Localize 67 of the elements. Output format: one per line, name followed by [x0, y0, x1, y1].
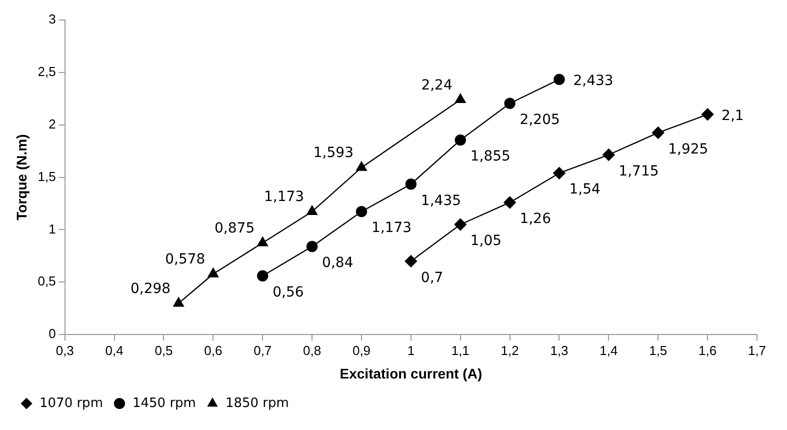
data-label: 1,173: [372, 220, 412, 236]
point: [257, 236, 268, 246]
data-label: 1,26: [520, 211, 552, 228]
x-tick-label: 0,4: [105, 342, 124, 358]
y-tick-label: 0: [48, 326, 56, 342]
point: [504, 98, 516, 109]
data-label: 2,205: [520, 112, 560, 128]
point: [356, 206, 368, 218]
data-label: 1,715: [618, 163, 659, 180]
data-label: 1,855: [470, 148, 510, 165]
x-tick-label: 1,6: [698, 342, 717, 358]
point: [356, 161, 367, 171]
point: [553, 167, 566, 180]
point: [173, 297, 184, 307]
x-tick-label: 1,7: [748, 342, 766, 358]
point: [454, 218, 466, 231]
y-tick-label: 2: [48, 116, 56, 132]
y-tick-label: 1: [48, 221, 56, 236]
point: [455, 94, 466, 104]
point: [701, 108, 714, 120]
data-label: 2,24: [421, 77, 452, 94]
data-label: 2,1: [722, 108, 744, 124]
legend-label: 1850 rpm: [225, 396, 289, 411]
x-tick-label: 0,3: [56, 342, 74, 358]
data-label: 1,593: [313, 145, 354, 162]
x-tick-label: 0,5: [154, 342, 173, 358]
x-tick-label: 1,4: [600, 342, 618, 358]
y-tick-label: 3: [48, 12, 56, 27]
point: [306, 240, 318, 252]
point: [554, 74, 565, 86]
data-label: 1,05: [470, 233, 502, 250]
data-label: 0,84: [322, 255, 354, 272]
x-tick-label: 1,3: [550, 342, 568, 358]
point: [602, 148, 615, 161]
legend-label: 1450 rpm: [132, 396, 196, 411]
point: [208, 268, 219, 278]
point: [504, 196, 516, 209]
point: [454, 134, 466, 146]
x-tick-label: 1,1: [451, 342, 470, 358]
x-tick-label: 0,6: [204, 342, 222, 358]
data-label: 2,433: [573, 73, 614, 90]
y-tick-label: 2,5: [38, 64, 56, 80]
data-label: 1,54: [569, 182, 601, 198]
point: [405, 178, 417, 190]
x-tick-label: 1,5: [649, 342, 668, 358]
x-tick-label: 0,9: [352, 342, 371, 358]
y-tick-label: 0,5: [38, 274, 56, 289]
data-label: 1,925: [668, 141, 708, 158]
data-label: 0,578: [165, 252, 206, 268]
data-label: 0,298: [130, 280, 171, 297]
x-tick-label: 0,7: [254, 342, 272, 358]
point: [652, 126, 664, 139]
x-axis-title: Excitation current (A): [340, 365, 482, 382]
y-axis-title: Torque (N.m): [13, 134, 30, 220]
point: [404, 255, 418, 268]
point: [306, 205, 318, 215]
x-tick-label: 1,2: [500, 342, 519, 358]
legend-label: 1070 rpm: [40, 396, 103, 411]
data-label: 0,875: [214, 220, 255, 236]
data-label: 0,56: [272, 284, 304, 301]
y-tick-label: 1,5: [38, 168, 56, 184]
data-label: 0,7: [420, 270, 444, 286]
data-label: 1,173: [264, 189, 304, 206]
data-label: 1,435: [420, 192, 462, 209]
x-tick-label: 0,8: [303, 342, 322, 358]
x-tick-label: 1: [407, 342, 415, 358]
point: [257, 270, 268, 282]
